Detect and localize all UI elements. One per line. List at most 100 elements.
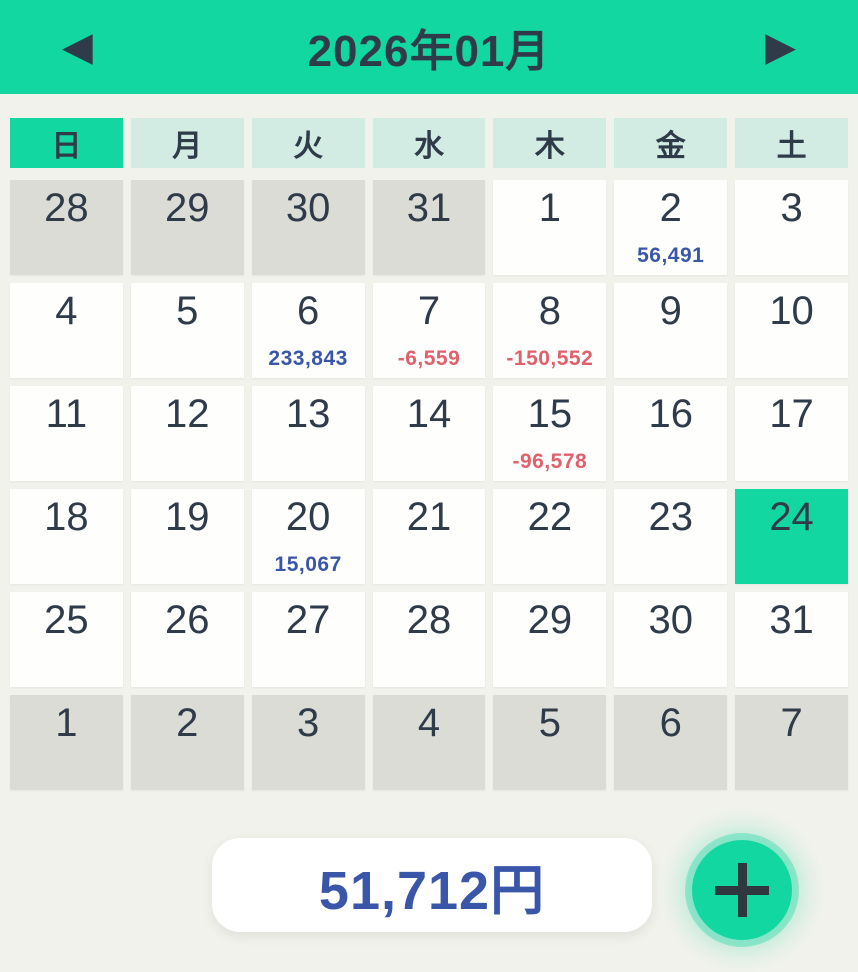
day-cell[interactable]: 3 — [735, 180, 848, 275]
day-number: 11 — [45, 392, 88, 436]
day-amount: 233,843 — [268, 347, 348, 370]
day-amount: -6,559 — [397, 347, 461, 370]
day-cell[interactable]: 13 — [251, 386, 365, 481]
day-amount: -150,552 — [506, 347, 594, 370]
day-number: 5 — [538, 701, 561, 745]
day-number: 26 — [165, 598, 210, 642]
calendar-grid: 28 29 30 31 1 2 56,491 3 4 5 6 233,843 7 -6,559 8 -150,… — [0, 180, 858, 790]
day-cell[interactable]: 6 233,843 — [251, 283, 365, 378]
day-cell[interactable]: 20 15,067 — [251, 489, 365, 584]
day-number: 21 — [406, 495, 452, 539]
next-month-button[interactable]: ▶ — [765, 27, 796, 67]
day-cell[interactable]: 8 -150,552 — [493, 283, 607, 378]
app-header: ◀ 2026年01月 ▶ — [0, 0, 858, 94]
day-number: 2 — [659, 186, 682, 230]
day-cell[interactable]: 26 — [130, 592, 244, 687]
day-cell[interactable]: 11 — [10, 386, 123, 481]
day-cell[interactable]: 3 — [251, 695, 365, 790]
chevron-right-icon: ▶ — [765, 25, 796, 69]
day-cell[interactable]: 17 — [735, 386, 848, 481]
day-amount: 15,067 — [274, 553, 342, 576]
day-cell[interactable]: 9 — [614, 283, 728, 378]
day-cell[interactable]: 30 — [251, 180, 365, 275]
day-cell[interactable]: 29 — [493, 592, 607, 687]
day-number: 25 — [44, 598, 89, 642]
day-number: 12 — [165, 392, 210, 436]
monthly-total: 51,712円 — [212, 838, 652, 932]
weekday-header: 日 — [10, 118, 123, 168]
day-cell[interactable]: 27 — [251, 592, 365, 687]
day-cell[interactable]: 29 — [130, 180, 244, 275]
day-cell[interactable]: 28 — [372, 592, 486, 687]
weekday-row: 日月火水木金土 — [0, 118, 858, 168]
prev-month-button[interactable]: ◀ — [62, 27, 93, 67]
day-cell[interactable]: 7 -6,559 — [372, 283, 486, 378]
day-number: 31 — [406, 186, 452, 230]
day-cell[interactable]: 22 — [493, 489, 607, 584]
day-cell[interactable]: 6 — [614, 695, 728, 790]
day-cell[interactable]: 15 -96,578 — [493, 386, 607, 481]
day-cell[interactable]: 2 56,491 — [614, 180, 728, 275]
day-number: 7 — [417, 289, 441, 333]
day-cell[interactable]: 5 — [493, 695, 607, 790]
day-cell[interactable]: 1 — [493, 180, 607, 275]
weekday-header: 土 — [735, 118, 848, 168]
day-number: 1 — [55, 701, 78, 745]
day-number: 20 — [285, 495, 331, 539]
day-amount: -96,578 — [512, 450, 588, 473]
day-number: 28 — [44, 186, 89, 230]
day-number: 13 — [285, 392, 331, 436]
day-cell[interactable]: 21 — [372, 489, 486, 584]
day-number: 30 — [648, 598, 693, 642]
day-number: 3 — [297, 701, 320, 745]
day-number: 4 — [417, 701, 441, 745]
day-number: 6 — [297, 289, 320, 333]
day-number: 5 — [176, 289, 199, 333]
monthly-total-value: 51,712円 — [318, 860, 546, 921]
weekday-header: 木 — [493, 118, 607, 168]
day-cell[interactable]: 4 — [10, 283, 123, 378]
day-number: 29 — [527, 598, 573, 642]
day-number: 15 — [527, 392, 573, 436]
day-number: 22 — [527, 495, 573, 539]
day-number: 16 — [648, 392, 693, 436]
day-number: 2 — [176, 701, 199, 745]
day-cell[interactable]: 31 — [372, 180, 486, 275]
day-cell[interactable]: 14 — [372, 386, 486, 481]
month-title: 2026年01月 — [307, 27, 551, 76]
day-cell[interactable]: 12 — [130, 386, 244, 481]
chevron-left-icon: ◀ — [62, 25, 93, 69]
day-cell[interactable]: 7 — [735, 695, 848, 790]
day-cell[interactable]: 30 — [614, 592, 728, 687]
day-cell[interactable]: 4 — [372, 695, 486, 790]
day-number: 8 — [538, 289, 561, 333]
add-entry-button[interactable] — [692, 840, 792, 940]
day-number: 29 — [165, 186, 210, 230]
day-number: 6 — [659, 701, 682, 745]
day-cell[interactable]: 18 — [10, 489, 123, 584]
day-number: 23 — [648, 495, 693, 539]
weekday-header: 火 — [251, 118, 365, 168]
day-cell-selected[interactable]: 24 — [735, 489, 848, 584]
day-cell[interactable]: 23 — [614, 489, 728, 584]
day-number: 14 — [406, 392, 452, 436]
day-cell[interactable]: 25 — [10, 592, 123, 687]
day-number: 18 — [44, 495, 89, 539]
weekday-header: 水 — [372, 118, 486, 168]
day-cell[interactable]: 28 — [10, 180, 123, 275]
day-amount: 56,491 — [637, 244, 705, 267]
day-cell[interactable]: 19 — [130, 489, 244, 584]
day-cell[interactable]: 16 — [614, 386, 728, 481]
day-cell[interactable]: 5 — [130, 283, 244, 378]
day-number: 19 — [165, 495, 210, 539]
day-cell[interactable]: 10 — [735, 283, 848, 378]
day-number: 9 — [659, 289, 682, 333]
day-cell[interactable]: 31 — [735, 592, 848, 687]
day-cell[interactable]: 1 — [10, 695, 123, 790]
day-number: 3 — [780, 186, 803, 230]
day-number: 10 — [769, 289, 814, 333]
weekday-header: 金 — [614, 118, 728, 168]
day-number: 27 — [285, 598, 331, 642]
day-cell[interactable]: 2 — [130, 695, 244, 790]
day-number: 1 — [538, 186, 561, 230]
